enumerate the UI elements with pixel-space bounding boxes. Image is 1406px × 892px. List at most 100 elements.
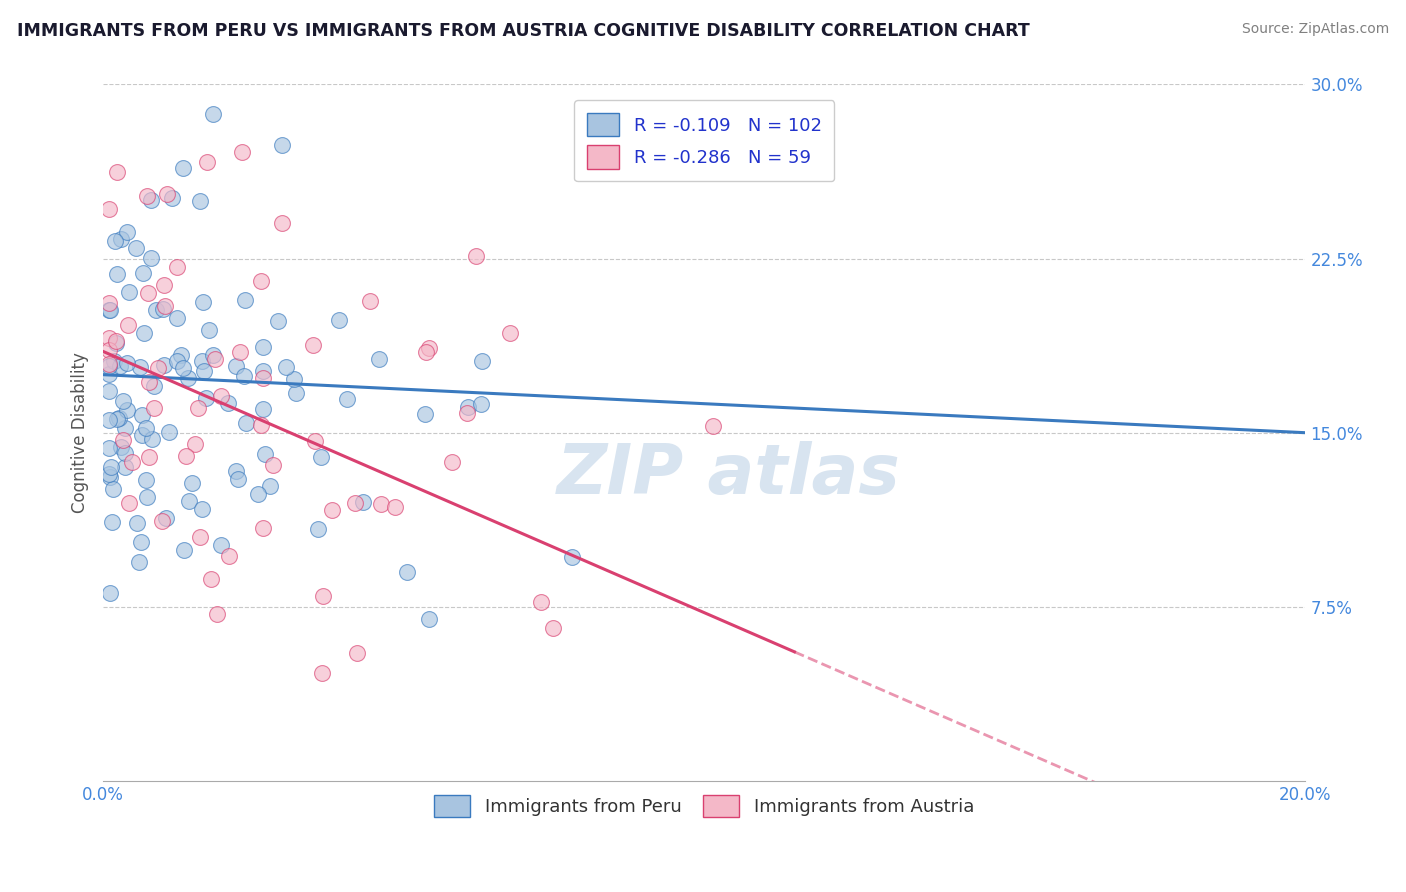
Point	[153, 358, 176, 372]
Point	[274, 359, 297, 374]
Point	[105, 164, 128, 178]
Point	[370, 497, 392, 511]
Point	[499, 326, 522, 340]
Point	[250, 417, 273, 432]
Text: ZIP atlas: ZIP atlas	[557, 441, 900, 508]
Point	[530, 595, 553, 609]
Point	[98, 302, 121, 317]
Legend: Immigrants from Peru, Immigrants from Austria: Immigrants from Peru, Immigrants from Au…	[427, 788, 981, 824]
Point	[100, 460, 122, 475]
Point	[302, 338, 325, 352]
Text: IMMIGRANTS FROM PERU VS IMMIGRANTS FROM AUSTRIA COGNITIVE DISABILITY CORRELATION: IMMIGRANTS FROM PERU VS IMMIGRANTS FROM …	[17, 22, 1029, 40]
Y-axis label: Cognitive Disability: Cognitive Disability	[72, 352, 89, 513]
Point	[259, 478, 281, 492]
Point	[267, 313, 290, 327]
Point	[152, 302, 174, 317]
Point	[100, 586, 122, 600]
Point	[98, 368, 121, 382]
Point	[359, 293, 381, 308]
Point	[702, 419, 724, 434]
Point	[191, 353, 214, 368]
Point	[283, 372, 305, 386]
Point	[139, 252, 162, 266]
Point	[166, 310, 188, 325]
Point	[229, 344, 252, 359]
Point	[135, 474, 157, 488]
Point	[415, 344, 437, 359]
Point	[128, 555, 150, 569]
Point	[328, 313, 350, 327]
Point	[104, 234, 127, 248]
Point	[197, 323, 219, 337]
Point	[131, 408, 153, 422]
Point	[142, 401, 165, 416]
Point	[141, 193, 163, 207]
Point	[101, 482, 124, 496]
Point	[204, 351, 226, 366]
Point	[312, 589, 335, 603]
Point	[470, 397, 492, 411]
Point	[135, 490, 157, 504]
Point	[98, 384, 121, 399]
Point	[115, 355, 138, 369]
Point	[117, 318, 139, 333]
Point	[191, 295, 214, 310]
Point	[124, 240, 146, 254]
Point	[114, 420, 136, 434]
Point	[108, 410, 131, 425]
Point	[368, 351, 391, 366]
Point	[190, 502, 212, 516]
Point	[187, 401, 209, 415]
Point	[174, 450, 197, 464]
Point	[98, 357, 121, 371]
Point	[132, 267, 155, 281]
Point	[98, 343, 121, 358]
Point	[194, 391, 217, 405]
Point	[105, 267, 128, 281]
Point	[252, 371, 274, 385]
Point	[115, 403, 138, 417]
Point	[418, 612, 440, 626]
Point	[188, 194, 211, 208]
Point	[249, 274, 271, 288]
Point	[456, 406, 478, 420]
Point	[114, 459, 136, 474]
Point	[127, 516, 149, 530]
Point	[153, 278, 176, 293]
Point	[131, 428, 153, 442]
Point	[209, 539, 232, 553]
Point	[201, 107, 224, 121]
Point	[346, 646, 368, 660]
Point	[98, 296, 121, 310]
Point	[252, 364, 274, 378]
Point	[170, 347, 193, 361]
Point	[98, 359, 121, 374]
Point	[225, 464, 247, 478]
Point	[166, 260, 188, 274]
Point	[135, 421, 157, 435]
Point	[307, 522, 329, 536]
Point	[142, 378, 165, 392]
Point	[118, 285, 141, 300]
Point	[418, 342, 440, 356]
Point	[201, 348, 224, 362]
Point	[112, 394, 135, 409]
Point	[561, 550, 583, 565]
Point	[225, 359, 247, 373]
Point	[217, 396, 239, 410]
Point	[177, 493, 200, 508]
Point	[231, 145, 253, 159]
Point	[285, 386, 308, 401]
Point	[195, 155, 218, 169]
Point	[103, 354, 125, 368]
Point	[252, 340, 274, 354]
Point	[98, 441, 121, 455]
Point	[98, 467, 121, 482]
Point	[105, 334, 128, 349]
Point	[252, 520, 274, 534]
Point	[162, 191, 184, 205]
Point	[253, 447, 276, 461]
Point	[121, 455, 143, 469]
Point	[209, 389, 232, 403]
Point	[384, 500, 406, 515]
